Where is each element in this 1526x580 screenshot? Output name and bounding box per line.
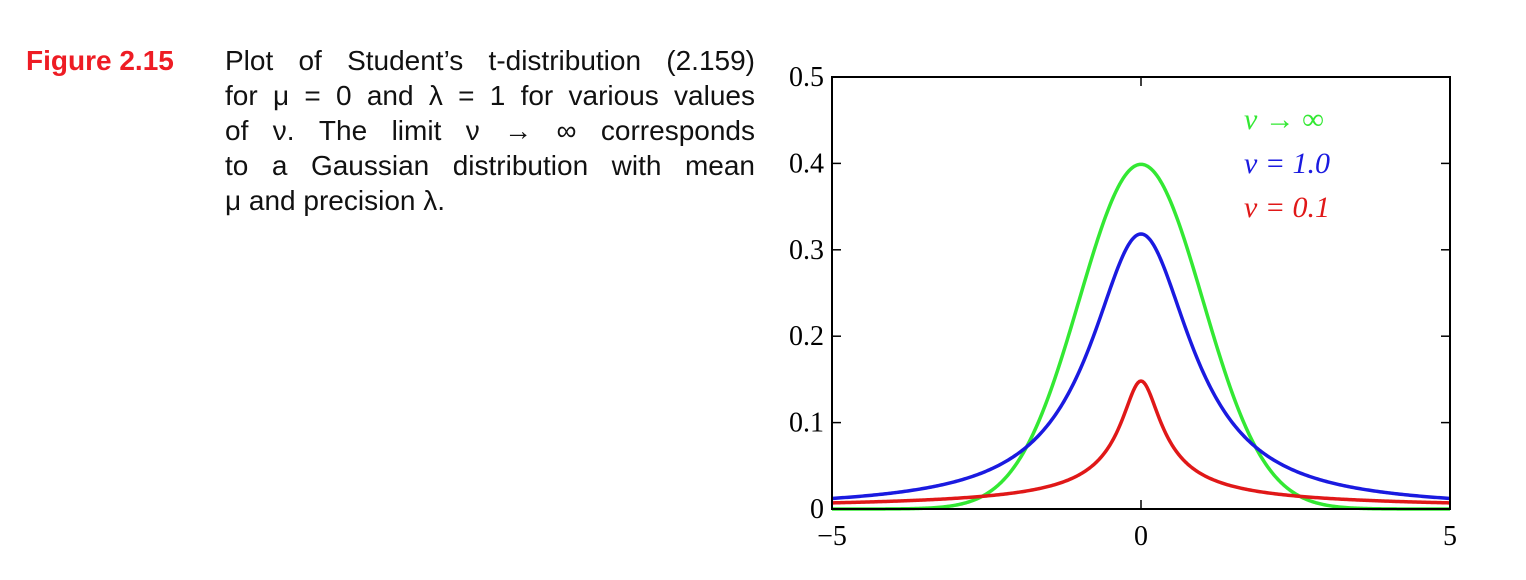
y-tick-label: 0.2 (789, 321, 824, 352)
series-line-1 (831, 162, 1451, 511)
t-distribution-chart: 0 0.1 0.2 0.3 0.4 0.5 −5 0 5 ν → ∞ ν = 1.0 ν = 0.1 (760, 55, 1500, 565)
caption-line-3: of ν. The limit ν → ∞ corresponds (225, 115, 755, 146)
y-tick-label: 0.1 (789, 408, 824, 439)
chart-svg: 00.10.20.30.40.5−5 0 5ν → ∞ν = 1.0ν = 0.1 (789, 62, 1457, 552)
figure-caption: Plot of Student’s t-distribution (2.159)… (225, 43, 755, 218)
y-tick-label: 0.5 (789, 62, 824, 93)
legend-label-3: ν = 0.1 (1244, 191, 1330, 224)
caption-line-2: for μ = 0 and λ = 1 for various values (225, 80, 755, 111)
y-tick-label: 0.3 (789, 235, 824, 266)
legend-label-1: ν → ∞ (1244, 103, 1324, 136)
series-line-2 (831, 232, 1451, 501)
legend-label-2: ν = 1.0 (1244, 147, 1330, 180)
caption-line-1: Plot of Student’s t-distribution (2.159) (225, 45, 755, 76)
y-tick-label: 0 (810, 494, 824, 525)
caption-line-4: to a Gaussian distribution with mean (225, 150, 755, 181)
plot-frame (831, 76, 1451, 510)
figure-label: Figure 2.15 (26, 45, 174, 76)
x-tick-label: 0 (1134, 521, 1148, 552)
y-tick-label: 0.4 (789, 148, 824, 179)
x-tick-label: 5 (1443, 521, 1457, 552)
caption-line-5: μ and precision λ. (225, 185, 446, 216)
x-tick-label: −5 (817, 521, 847, 552)
series-line-3 (831, 379, 1451, 505)
